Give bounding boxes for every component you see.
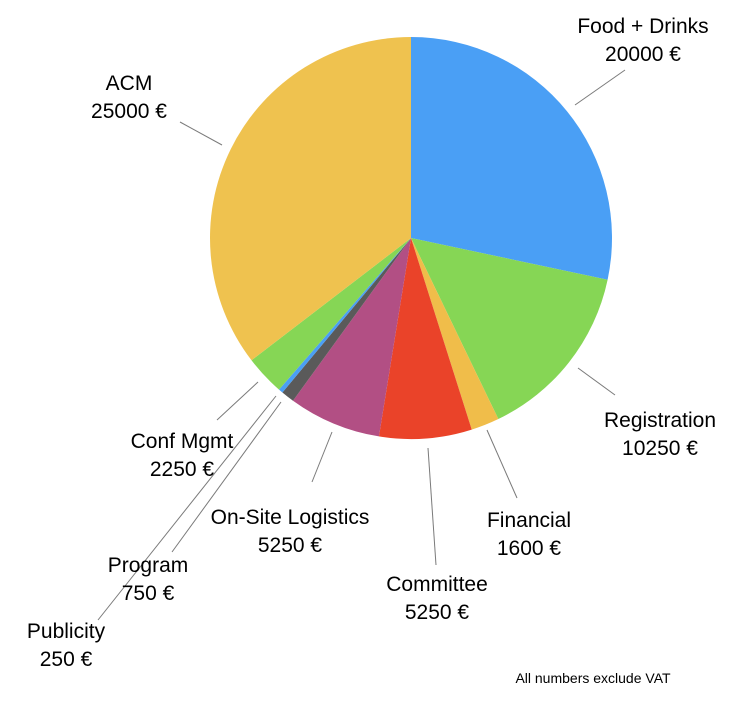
slice-acm xyxy=(210,37,411,361)
value-label-food-drinks: 20000 € xyxy=(605,43,681,66)
leader-line-financial xyxy=(486,429,518,499)
slice-food-drinks xyxy=(411,37,612,280)
slice-on-site-logistics xyxy=(293,238,411,437)
value-label-registration: 10250 € xyxy=(622,437,698,460)
slice-program xyxy=(279,238,411,393)
label-financial: Financial xyxy=(487,509,571,532)
value-label-on-site-logistics: 5250 € xyxy=(258,534,323,557)
leader-line-on-site-logistics xyxy=(311,431,333,483)
label-publicity: Publicity xyxy=(27,620,106,643)
value-label-conf-mgmt: 2250 € xyxy=(150,458,215,481)
label-program: Program xyxy=(108,554,189,577)
label-food-drinks: Food + Drinks xyxy=(577,15,708,38)
slice-registration xyxy=(411,238,608,420)
leader-line-program xyxy=(171,401,282,553)
leader-lines xyxy=(97,69,626,621)
label-conf-mgmt: Conf Mgmt xyxy=(131,430,234,453)
label-registration: Registration xyxy=(604,409,716,432)
label-committee: Committee xyxy=(386,573,488,596)
value-label-publicity: 250 € xyxy=(40,648,93,671)
leader-line-food-drinks xyxy=(574,69,626,106)
label-acm: ACM xyxy=(106,72,153,95)
slice-labels: Food + Drinks 20000 € Registration 10250 € F… xyxy=(27,15,716,671)
value-label-committee: 5250 € xyxy=(405,601,470,624)
slice-publicity xyxy=(251,238,411,390)
label-on-site-logistics: On-Site Logistics xyxy=(211,506,370,529)
pie-slices xyxy=(210,37,612,440)
slice-financial xyxy=(411,238,499,430)
vat-note: All numbers exclude VAT xyxy=(515,670,671,686)
leader-line-conf-mgmt xyxy=(216,381,259,421)
value-label-acm: 25000 € xyxy=(91,100,167,123)
slice-conf-mgmt xyxy=(282,238,411,401)
leader-line-acm xyxy=(179,121,223,146)
value-label-program: 750 € xyxy=(122,582,175,605)
slice-committee xyxy=(378,238,472,440)
leader-line-committee xyxy=(427,447,437,566)
leader-line-publicity xyxy=(97,395,277,621)
leader-line-registration xyxy=(577,367,616,396)
value-label-financial: 1600 € xyxy=(497,537,562,560)
